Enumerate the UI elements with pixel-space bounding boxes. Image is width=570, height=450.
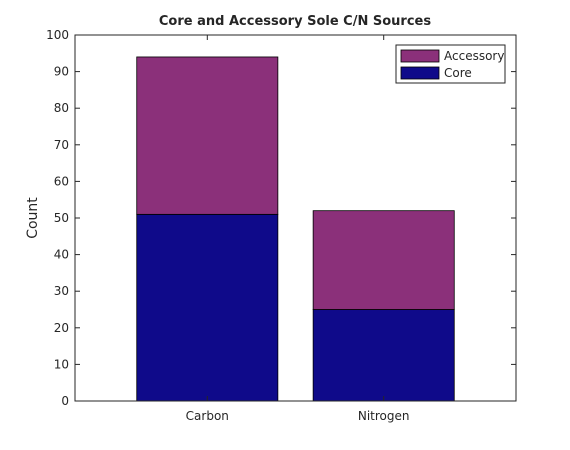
y-tick-label: 40 — [54, 248, 69, 262]
x-tick-label-carbon: Carbon — [186, 409, 229, 423]
bars-layer — [136, 56, 455, 402]
y-tick-label: 80 — [54, 101, 69, 115]
legend-swatch-core — [400, 66, 440, 80]
y-tick-label: 70 — [54, 138, 69, 152]
chart-title: Core and Accessory Sole C/N Sources — [159, 14, 431, 29]
y-tick-label: 100 — [46, 28, 69, 42]
y-tick-label: 20 — [54, 321, 69, 335]
legend-swatch-accessory — [400, 49, 440, 63]
legend-label-accessory: Accessory — [444, 49, 504, 63]
y-tick-label: 90 — [54, 65, 69, 79]
bar-carbon-core — [136, 213, 279, 402]
y-tick-label: 0 — [61, 394, 69, 408]
y-tick-label: 50 — [54, 211, 69, 225]
bar-nitrogen-accessory — [312, 210, 455, 310]
y-tick-label: 30 — [54, 284, 69, 298]
bar-carbon-accessory — [136, 56, 279, 215]
y-axis: 0 10 20 30 40 50 60 70 80 90 100 — [46, 28, 516, 408]
x-tick-label-nitrogen: Nitrogen — [358, 409, 410, 423]
y-tick-label: 60 — [54, 174, 69, 188]
x-axis: Carbon Nitrogen — [186, 35, 410, 423]
legend-label-core: Core — [444, 66, 472, 80]
y-axis-label: Count — [25, 197, 41, 239]
bar-nitrogen-core — [312, 309, 455, 402]
legend: Accessory Core — [395, 44, 506, 84]
y-tick-label: 10 — [54, 357, 69, 371]
